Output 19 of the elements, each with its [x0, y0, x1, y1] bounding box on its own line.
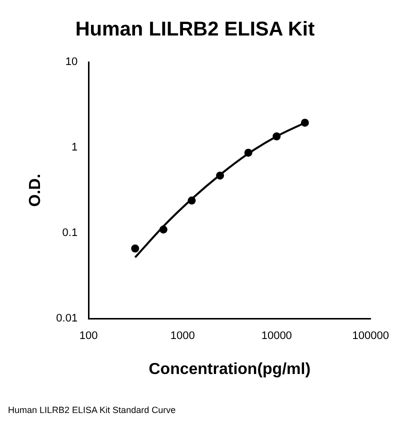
x-axis-title: Concentration(pg/ml): [148, 360, 311, 378]
point: [159, 226, 168, 234]
y-tick-label: 0.1: [62, 227, 78, 240]
point: [244, 148, 252, 157]
text: Human LILRB2 ELISA Kit Standard Curve: [8, 405, 177, 415]
x-tick-label: 100: [79, 330, 98, 342]
point: [216, 172, 224, 180]
chart-title: Human LILRB2 ELISA Kit: [75, 18, 315, 41]
y-tick-label: 10: [65, 56, 78, 68]
y-tick-label: 1: [71, 142, 78, 154]
x-tick-label: 10000: [261, 330, 292, 342]
y-tick-label: 0.01: [56, 312, 78, 325]
point: [300, 118, 309, 127]
point: [131, 244, 140, 252]
x-tick-label: 1000: [170, 330, 195, 342]
point: [188, 196, 196, 205]
x-tick-label: 100000: [352, 330, 390, 342]
y-axis-title: O.D.: [27, 174, 44, 207]
point: [272, 132, 281, 140]
